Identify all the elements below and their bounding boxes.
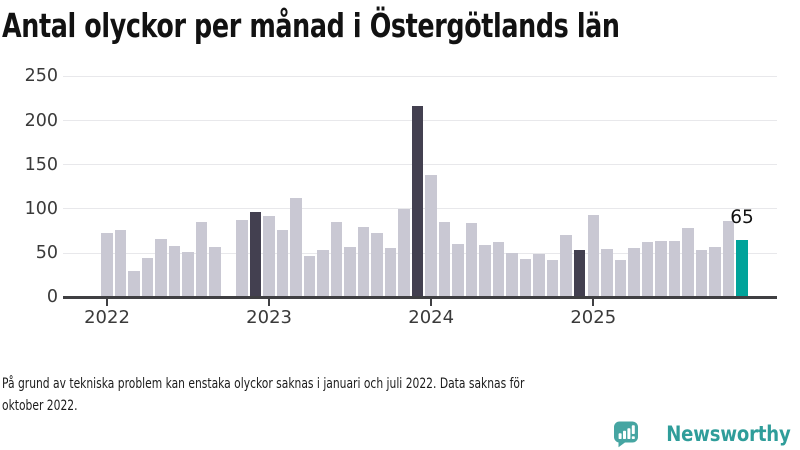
x-tick-2022	[106, 299, 108, 307]
x-tick-label-2025: 2025	[570, 307, 617, 328]
footnote-line2: oktober 2022.	[2, 398, 78, 414]
bar-2022-08	[195, 222, 208, 298]
bar-2022-12	[249, 211, 262, 298]
x-tick-label-2024: 2024	[408, 307, 455, 328]
bar-2023-03	[290, 198, 302, 298]
bar-2022-03	[128, 270, 140, 298]
bar-2024-09	[533, 253, 545, 298]
y-tick-label: 250	[24, 66, 58, 87]
bar-2023-01	[263, 215, 275, 298]
y-tick-label: 50	[35, 243, 58, 264]
x-tick-2025	[592, 299, 595, 307]
bar-2024-12	[573, 250, 586, 298]
bar-2024-04	[465, 223, 478, 298]
x-axis-line	[63, 296, 777, 300]
bar-2023-11	[398, 208, 410, 298]
gridline-250	[63, 75, 777, 77]
y-tick-label: 100	[24, 198, 58, 219]
y-tick-label: 200	[24, 110, 58, 131]
bar-2024-11	[560, 235, 572, 298]
bar-2025-11	[722, 221, 735, 298]
bar-2023-10	[384, 247, 397, 298]
newsworthy-icon	[612, 420, 640, 448]
bar-2025-12	[736, 239, 748, 298]
bar-2025-05	[641, 242, 654, 298]
bar-2023-05	[317, 249, 329, 298]
bar-2024-05	[479, 245, 491, 298]
bar-2023-09	[371, 232, 383, 298]
bar-2023-07	[344, 246, 356, 298]
footnote-text: På grund av tekniska problem kan enstaka…	[2, 373, 524, 417]
bar-2024-10	[546, 260, 559, 298]
bar-2024-01	[425, 175, 437, 298]
chart-title-text: Antal olyckor per månad i Östergötlands …	[2, 6, 620, 45]
bar-2025-03	[614, 260, 627, 298]
footnote-line1: På grund av tekniska problem kan enstaka…	[2, 376, 525, 392]
bar-2023-04	[303, 255, 316, 298]
newsworthy-logo[interactable]: Newsworthy	[612, 420, 791, 448]
bar-2025-01	[587, 215, 599, 298]
bar-2025-06	[655, 240, 667, 298]
bar-2023-08	[357, 226, 370, 298]
bar-2025-02	[601, 248, 613, 298]
bar-2024-03	[452, 244, 464, 298]
bar-2024-07	[506, 253, 518, 298]
bar-2025-04	[628, 247, 640, 298]
y-tick-label: 0	[46, 287, 58, 308]
bar-2022-01	[101, 232, 113, 298]
bar-2023-12	[411, 106, 424, 298]
bar-2022-05	[155, 238, 167, 298]
x-tick-label-2022: 2022	[84, 307, 130, 328]
bar-2024-08	[519, 259, 532, 298]
footnote: På grund av tekniska problem kan enstaka…	[2, 373, 708, 417]
bar-2022-07	[182, 252, 194, 298]
y-tick-label: 150	[24, 154, 58, 175]
chart-title: Antal olyckor per månad i Östergötlands …	[2, 6, 800, 45]
latest-value-label: 65	[730, 207, 754, 228]
bar-2022-06	[168, 246, 181, 298]
bar-2023-02	[276, 230, 289, 298]
bar-2025-10	[709, 246, 721, 298]
bar-2024-06	[492, 241, 505, 298]
bar-2025-07	[668, 240, 681, 298]
x-tick-label-2023: 2023	[246, 307, 292, 328]
bar-2022-09	[209, 246, 221, 298]
newsworthy-wordmark: Newsworthy	[666, 422, 792, 446]
bar-2022-02	[114, 230, 127, 298]
bar-2025-09	[695, 249, 708, 298]
x-tick-2023	[268, 299, 271, 307]
bar-2024-02	[438, 222, 451, 298]
bar-2022-04	[141, 258, 154, 298]
bar-2025-08	[682, 228, 694, 298]
bar-2023-06	[330, 222, 343, 298]
bar-2022-11	[236, 220, 248, 298]
x-tick-2024	[430, 299, 433, 307]
